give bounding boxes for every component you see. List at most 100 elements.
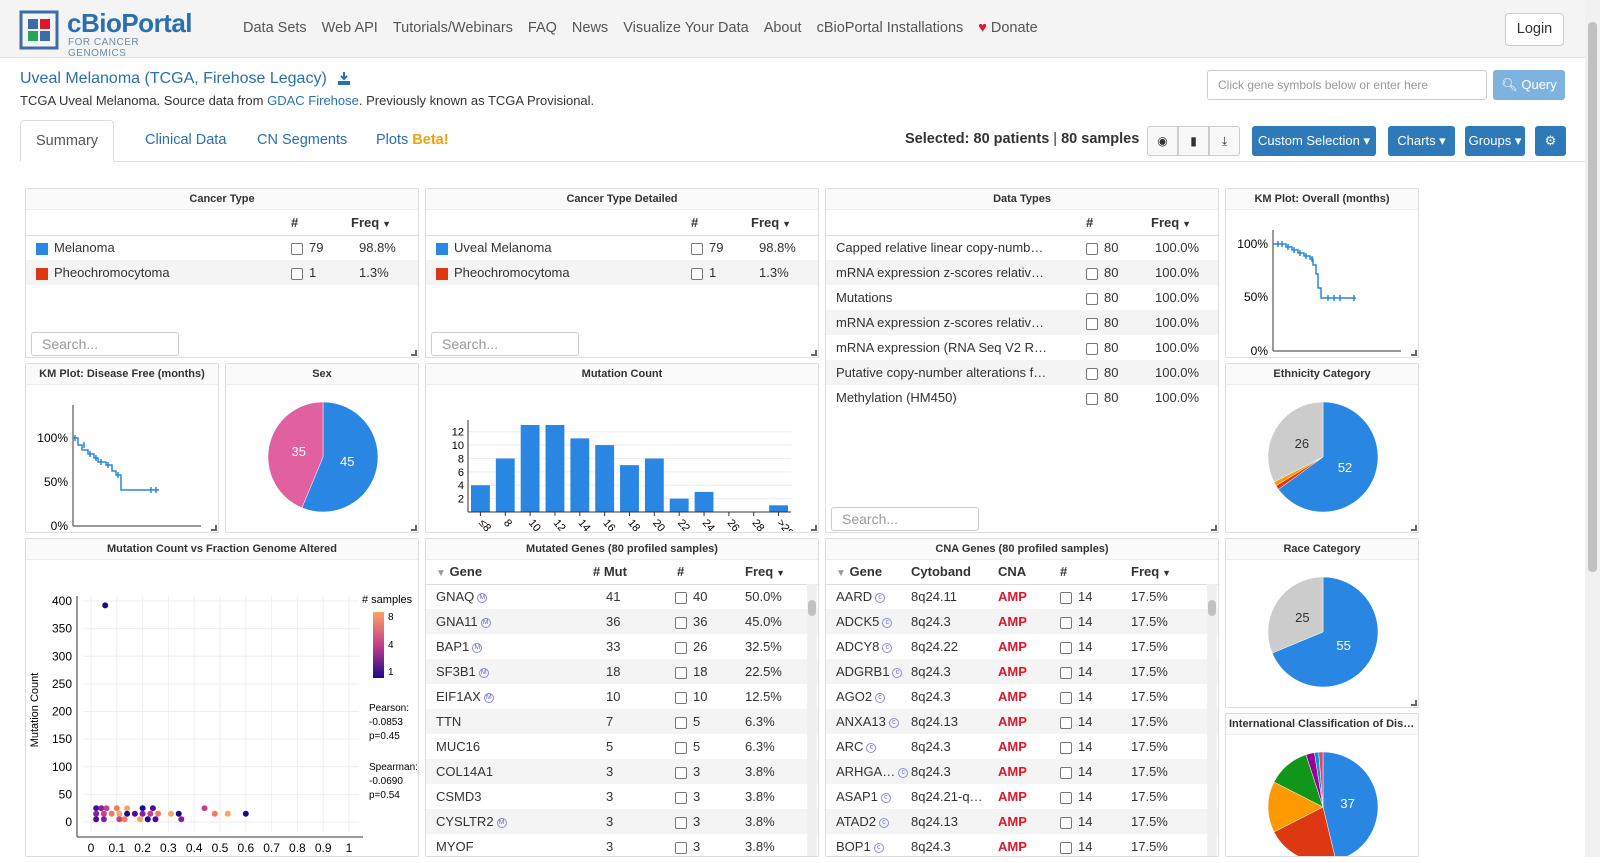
row-checkbox[interactable] xyxy=(675,641,687,654)
row-checkbox[interactable] xyxy=(691,267,703,280)
table-row[interactable]: ADCY8 c 8q24.22 AMP 14 17.5% xyxy=(826,634,1218,659)
nav-about[interactable]: About xyxy=(763,20,802,36)
table-search-input[interactable]: Search... xyxy=(831,507,979,531)
resize-handle[interactable] xyxy=(1411,350,1417,356)
icd-pie-chart[interactable]: 37 xyxy=(1226,735,1418,857)
table-row[interactable]: GNAQ M 41 40 50.0% xyxy=(426,584,818,609)
bar[interactable] xyxy=(520,425,540,512)
table-row[interactable]: BOP1 c 8q24.3 AMP 14 17.5% xyxy=(826,834,1218,856)
custom-selection-button[interactable]: Custom Selection ▾ xyxy=(1252,126,1376,156)
row-checkbox[interactable] xyxy=(1086,267,1098,280)
table-search-input[interactable]: Search... xyxy=(31,332,179,356)
scatter-point[interactable] xyxy=(201,805,208,812)
gene-query-input[interactable]: Click gene symbols below or enter here xyxy=(1207,70,1487,100)
table-scrollbar[interactable] xyxy=(1207,584,1217,856)
table-row[interactable]: MYOF 3 3 3.8% xyxy=(426,834,818,856)
row-checkbox[interactable] xyxy=(1060,591,1072,604)
row-checkbox[interactable] xyxy=(675,691,687,704)
gene-name[interactable]: ASAP1 xyxy=(836,789,878,804)
col-count[interactable]: # xyxy=(291,211,351,236)
table-row[interactable]: Methylation (HM450) 80 100.0% xyxy=(826,385,1218,410)
scatter-point[interactable] xyxy=(93,805,100,812)
row-checkbox[interactable] xyxy=(291,267,303,280)
table-row[interactable]: Putative copy-number alterations f… 80 100… xyxy=(826,360,1218,385)
col-count[interactable]: # xyxy=(1086,211,1151,236)
scatter-point[interactable] xyxy=(102,602,109,609)
row-checkbox[interactable] xyxy=(1060,666,1072,679)
gene-name[interactable]: ADCK5 xyxy=(836,614,880,629)
pie-slice[interactable] xyxy=(1267,576,1324,654)
row-checkbox[interactable] xyxy=(1060,641,1072,654)
bar[interactable] xyxy=(570,438,590,512)
groups-button[interactable]: Groups ▾ xyxy=(1465,126,1525,156)
table-row[interactable]: ARC c 8q24.3 AMP 14 17.5% xyxy=(826,734,1218,759)
gene-name[interactable]: SF3B1 xyxy=(436,664,476,679)
resize-handle[interactable] xyxy=(811,350,817,356)
query-button[interactable]: 🔍︎ Query xyxy=(1493,70,1565,100)
row-checkbox[interactable] xyxy=(1086,317,1098,330)
table-row[interactable]: mRNA expression z-scores relativ… 80 100.0… xyxy=(826,260,1218,285)
row-checkbox[interactable] xyxy=(1060,691,1072,704)
race-pie-chart[interactable]: 55 25 xyxy=(1226,560,1418,706)
gene-name[interactable]: ADCY8 xyxy=(836,639,880,654)
table-row[interactable]: AGO2 c 8q24.3 AMP 14 17.5% xyxy=(826,684,1218,709)
table-row[interactable]: Pheochromocytoma 1 1.3% xyxy=(26,260,418,285)
resize-handle[interactable] xyxy=(1411,525,1417,531)
bar[interactable] xyxy=(620,465,639,512)
gene-name[interactable]: TTN xyxy=(436,714,462,729)
table-row[interactable]: Pheochromocytoma 1 1.3% xyxy=(426,260,818,285)
table-row[interactable]: BAP1 M 33 26 32.5% xyxy=(426,634,818,659)
row-checkbox[interactable] xyxy=(675,841,687,854)
tab-clinical-data[interactable]: Clinical Data xyxy=(145,132,227,148)
scatter-point[interactable] xyxy=(178,816,185,823)
row-checkbox[interactable] xyxy=(675,716,687,729)
table-row[interactable]: ATAD2 c 8q24.13 AMP 14 17.5% xyxy=(826,809,1218,834)
mutation-info-icon[interactable]: M xyxy=(478,667,489,678)
km-overall-plot[interactable]: 100% 50% 0% 0 50 100 xyxy=(1226,210,1418,370)
row-checkbox[interactable] xyxy=(675,591,687,604)
bar[interactable] xyxy=(545,425,565,512)
gene-name[interactable]: ANXA13 xyxy=(836,714,886,729)
sex-pie-chart[interactable]: 45 35 xyxy=(226,385,418,531)
gene-info-icon[interactable]: c xyxy=(866,742,877,753)
mutation-info-icon[interactable]: M xyxy=(483,692,494,703)
scatter-point[interactable] xyxy=(98,805,105,812)
col-freq[interactable]: Freq ▼ xyxy=(1123,560,1218,585)
pie-slice[interactable] xyxy=(267,401,324,509)
table-row[interactable]: SF3B1 M 18 18 22.5% xyxy=(426,659,818,684)
table-row[interactable]: Uveal Melanoma 79 98.8% xyxy=(426,235,818,260)
scatter-point[interactable] xyxy=(103,805,110,812)
row-checkbox[interactable] xyxy=(691,242,703,255)
tab-cn-segments[interactable]: CN Segments xyxy=(257,132,348,148)
mutation-vs-fga-scatter[interactable]: Mutation Count 4003503002502001501005000… xyxy=(26,560,418,860)
gene-info-icon[interactable]: c xyxy=(873,842,884,853)
scatter-point[interactable] xyxy=(131,810,138,817)
table-row[interactable]: ANXA13 c 8q24.13 AMP 14 17.5% xyxy=(826,709,1218,734)
gene-name[interactable]: ARHGA… xyxy=(836,764,896,779)
nav-data-sets[interactable]: Data Sets xyxy=(243,20,307,36)
charts-button[interactable]: Charts ▾ xyxy=(1388,126,1455,156)
scatter-point[interactable] xyxy=(137,816,144,823)
scatter-point[interactable] xyxy=(149,805,156,812)
col-count[interactable]: # xyxy=(1060,560,1123,585)
resize-handle[interactable] xyxy=(811,525,817,531)
user-session-button[interactable]: ◉ xyxy=(1147,126,1178,156)
gene-name[interactable]: AARD xyxy=(836,589,873,605)
resize-handle[interactable] xyxy=(411,525,417,531)
gene-info-icon[interactable]: c xyxy=(878,817,889,828)
nav-web-api[interactable]: Web API xyxy=(321,20,378,36)
mutation-info-icon[interactable]: M xyxy=(472,642,483,653)
download-button[interactable]: ⤓ xyxy=(1209,126,1240,156)
col-mut[interactable]: # Mut xyxy=(581,560,671,585)
nav-visualize[interactable]: Visualize Your Data xyxy=(623,20,749,36)
gene-name[interactable]: ATAD2 xyxy=(836,814,876,829)
scatter-point[interactable] xyxy=(100,810,107,817)
resize-handle[interactable] xyxy=(411,350,417,356)
gene-name[interactable]: BAP1 xyxy=(436,639,470,654)
scatter-point[interactable] xyxy=(147,810,154,817)
gene-name[interactable]: MYOF xyxy=(436,839,474,854)
settings-button[interactable]: ⚙ xyxy=(1535,126,1566,156)
pie-slice[interactable] xyxy=(1318,751,1324,808)
bar[interactable] xyxy=(644,458,664,512)
resize-handle[interactable] xyxy=(1211,525,1217,531)
